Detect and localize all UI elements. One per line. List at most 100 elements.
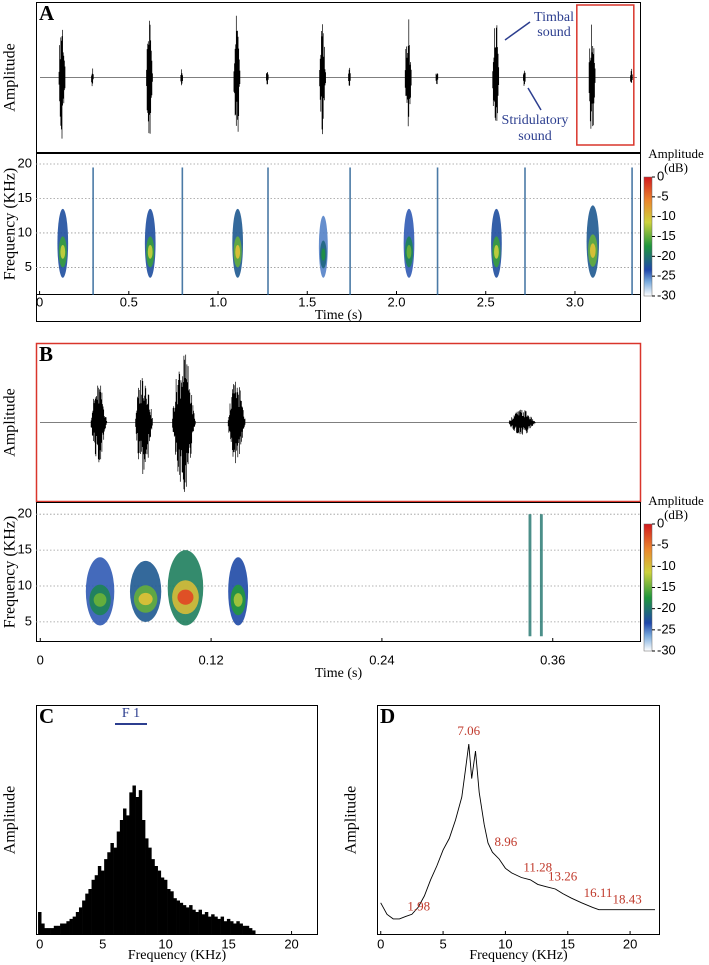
x-tick-label: 3.0 xyxy=(566,294,584,309)
burst xyxy=(523,70,526,86)
burst xyxy=(90,385,108,463)
x-tick-label: 0.24 xyxy=(369,652,394,667)
panel-letter: A xyxy=(39,1,55,25)
x-tick-label: 0.5 xyxy=(120,294,138,309)
y-axis-label: Amplitude xyxy=(2,43,19,111)
spectral-core xyxy=(406,245,412,259)
spectral-stripe xyxy=(349,167,351,295)
y-tick-label: 5 xyxy=(25,259,32,274)
x-tick-label: 15 xyxy=(221,936,235,951)
y-tick-label: 15 xyxy=(18,190,32,205)
spectral-core xyxy=(494,245,499,259)
y-tick-label: 5 xyxy=(25,613,32,628)
spectral-stripe xyxy=(631,167,633,295)
x-tick-label: 0.36 xyxy=(540,652,565,667)
spectral-stripe xyxy=(528,514,532,637)
colorbar-tick-label: 0 xyxy=(657,168,664,183)
spectral-stripe xyxy=(267,167,269,295)
annotation-arrow xyxy=(504,21,531,41)
panel-letter: C xyxy=(39,704,54,728)
spectral-core xyxy=(590,243,596,258)
spectral-stripe xyxy=(539,514,543,637)
burst xyxy=(319,24,326,135)
x-tick-label: 1.5 xyxy=(298,294,316,309)
spectral-stripe xyxy=(436,167,439,295)
burst xyxy=(348,67,351,86)
spectral-stripe xyxy=(524,167,526,295)
x-tick-label: 0.12 xyxy=(198,652,223,667)
colorbar-tick-label: -5 xyxy=(657,537,669,552)
plot-frame xyxy=(36,502,641,642)
spectral-core xyxy=(138,592,153,606)
plot-frame xyxy=(36,2,641,153)
burst xyxy=(435,73,439,85)
y-tick-label: 15 xyxy=(18,542,32,557)
burst xyxy=(266,72,269,85)
spectrum-line xyxy=(380,744,655,920)
y-axis-label: Amplitude xyxy=(343,786,360,854)
spectral-core xyxy=(93,593,107,607)
spectral-core xyxy=(233,593,243,607)
x-tick-label: 20 xyxy=(284,936,298,951)
annotation: F 1 xyxy=(122,706,140,721)
x-axis-label: Time (s) xyxy=(315,308,363,323)
x-tick-label: 1.0 xyxy=(209,294,227,309)
y-axis-label: Amplitude xyxy=(2,388,19,456)
peak-label: 7.06 xyxy=(457,723,480,738)
y-tick-label: 10 xyxy=(18,577,32,592)
x-tick-label: 15 xyxy=(561,936,575,951)
colorbar-tick-label: -10 xyxy=(657,558,676,573)
plot-frame xyxy=(377,705,660,935)
annotation: sound xyxy=(518,129,551,144)
x-tick-label: 0 xyxy=(37,652,44,667)
x-tick-label: 10 xyxy=(498,936,512,951)
colorbar-label: Amplitude xyxy=(648,493,704,508)
spectral-core xyxy=(321,248,326,261)
colorbar-tick-label: -30 xyxy=(657,287,676,302)
burst xyxy=(91,68,94,87)
y-axis-label: Frequency (KHz) xyxy=(2,168,19,280)
colorbar-tick-label: -15 xyxy=(657,579,676,594)
burst xyxy=(233,15,241,132)
colorbar-tick-label: -25 xyxy=(657,621,676,636)
panel-letter: D xyxy=(380,704,395,728)
y-axis-label: Amplitude xyxy=(2,786,19,854)
burst xyxy=(172,354,196,492)
x-tick-label: 0 xyxy=(36,294,43,309)
peak-label: 11.28 xyxy=(523,859,552,874)
x-tick-label: 5 xyxy=(439,936,446,951)
colorbar xyxy=(643,523,653,652)
colorbar-tick-label: -30 xyxy=(657,642,676,657)
burst xyxy=(630,68,633,83)
burst xyxy=(588,24,596,129)
annotation: Timbal xyxy=(534,10,574,25)
annotation: sound xyxy=(537,25,570,40)
y-tick-label: 10 xyxy=(18,224,32,239)
x-tick-label: 5 xyxy=(99,936,106,951)
colorbar-tick-label: -20 xyxy=(657,600,676,615)
highlight-box xyxy=(576,4,635,146)
peak-label: 16.11 xyxy=(584,885,613,900)
spectral-stripe xyxy=(181,167,184,295)
spectral-core xyxy=(235,245,241,259)
panel-a-frame xyxy=(36,2,641,322)
x-axis-label: Time (s) xyxy=(315,666,363,681)
colorbar-label: (dB) xyxy=(664,160,688,175)
spectral-stripe xyxy=(92,167,94,295)
burst xyxy=(492,25,500,121)
colorbar xyxy=(643,176,653,297)
spectral-core xyxy=(60,245,66,259)
burst xyxy=(180,69,183,86)
colorbar-label: Amplitude xyxy=(648,146,704,161)
plot-frame xyxy=(35,342,642,503)
plot-frame xyxy=(36,153,641,295)
colorbar-tick-label: -10 xyxy=(657,208,676,223)
panel-letter: B xyxy=(39,342,53,366)
y-tick-label: 20 xyxy=(18,155,32,170)
x-tick-label: 2.5 xyxy=(477,294,495,309)
burst xyxy=(227,381,246,464)
burst xyxy=(135,378,153,474)
colorbar-label: (dB) xyxy=(664,507,688,522)
burst xyxy=(508,409,536,435)
